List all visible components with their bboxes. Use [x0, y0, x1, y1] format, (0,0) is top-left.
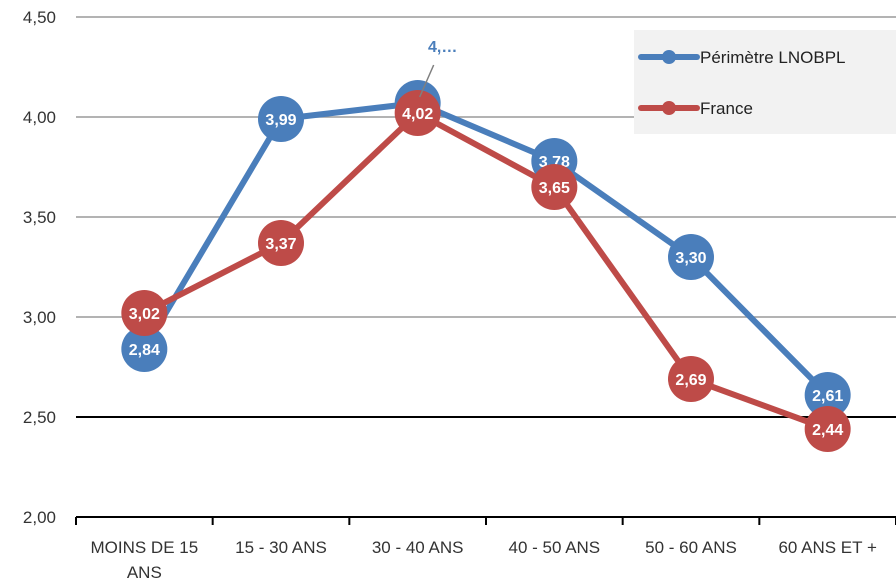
series-lines — [141, 100, 831, 432]
data-point-marker — [258, 96, 304, 142]
data-point-marker — [121, 290, 168, 336]
data-point-marker — [668, 356, 714, 402]
callout-annotation: 4,… — [418, 39, 457, 98]
data-point-marker — [668, 234, 714, 280]
x-tick-label: 30 - 40 ANS — [372, 538, 464, 557]
data-label: 3,37 — [265, 236, 296, 253]
data-label: 4,02 — [402, 106, 433, 123]
axes: 2,00 2,50 3,00 3,50 4,00 4,50 MOINS DE 15 ANS 15… — [23, 8, 896, 582]
x-tick-label: 15 - 30 ANS — [235, 538, 327, 557]
data-label: 2,84 — [129, 342, 160, 359]
legend-background — [634, 30, 896, 134]
y-tick-label: 2,50 — [23, 408, 56, 427]
y-tick-label: 3,00 — [23, 308, 56, 327]
callout-label: 4,… — [428, 39, 457, 56]
data-point-marker — [804, 406, 851, 452]
y-tick-label: 3,50 — [23, 208, 56, 227]
y-tick-label: 2,00 — [23, 508, 56, 527]
legend-label: Périmètre LNOBPL — [700, 48, 846, 67]
y-tick-label: 4,00 — [23, 108, 56, 127]
data-point-marker — [804, 372, 851, 418]
data-label: 3,65 — [539, 180, 570, 197]
data-label: 3,99 — [265, 112, 296, 129]
data-point-marker — [394, 90, 441, 136]
data-label: 3,30 — [675, 250, 706, 267]
legend-label: France — [700, 99, 753, 118]
legend-swatch-marker — [662, 50, 676, 64]
data-point-marker — [531, 164, 578, 210]
x-tick-label: MOINS DE 15 ANS — [90, 538, 198, 582]
data-point-marker — [121, 326, 168, 372]
x-tick-label: 60 ANS ET + — [778, 538, 877, 557]
legend-swatch-marker — [662, 101, 676, 115]
series-line-france — [141, 110, 831, 432]
callout-leader-line — [418, 64, 435, 98]
legend: Périmètre LNOBPL France — [634, 30, 896, 134]
series-line-perimetre-lnobpl — [141, 100, 831, 398]
data-label: 2,44 — [812, 422, 843, 439]
data-point-marker — [258, 220, 304, 266]
x-tick-label: 50 - 60 ANS — [645, 538, 737, 557]
y-tick-label: 4,50 — [23, 8, 56, 27]
data-markers: 2,843,993,783,302,613,023,374,023,652,69… — [121, 80, 851, 452]
data-label: 2,69 — [675, 372, 706, 389]
data-label: 3,02 — [129, 306, 160, 323]
x-tick-label: 40 - 50 ANS — [508, 538, 600, 557]
data-label: 2,61 — [812, 388, 843, 405]
